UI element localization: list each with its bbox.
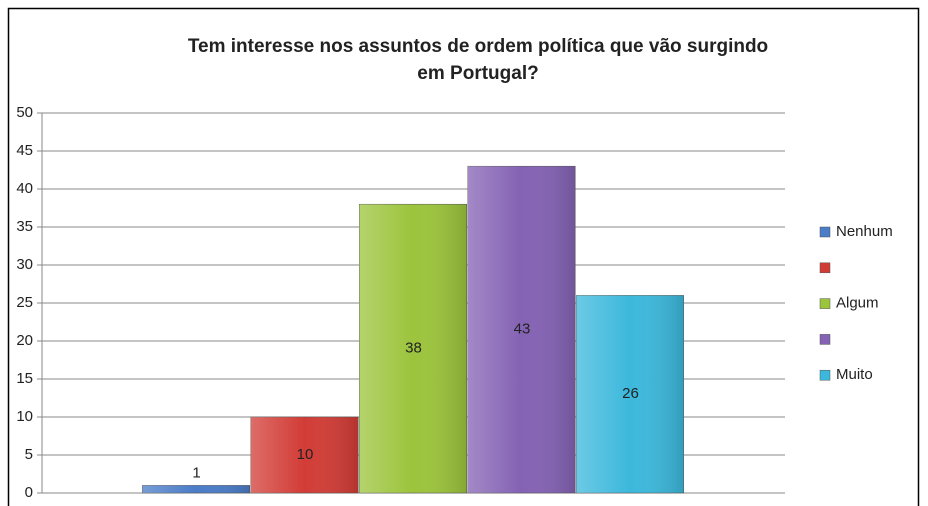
data-label: 43 xyxy=(514,321,531,338)
y-tick-label: 0 xyxy=(25,484,33,501)
legend-swatch xyxy=(819,298,831,309)
bar-shine xyxy=(467,166,576,493)
legend-swatch xyxy=(819,226,831,238)
y-tick-label: 20 xyxy=(16,332,33,349)
legend-label: Muito xyxy=(836,366,873,383)
data-label: 10 xyxy=(297,446,314,463)
data-label: 1 xyxy=(192,464,200,481)
y-tick-label: 5 xyxy=(25,446,33,463)
legend-swatch xyxy=(819,369,831,381)
data-label: 38 xyxy=(405,340,422,357)
data-label: 26 xyxy=(622,385,639,402)
y-tick-label: 15 xyxy=(16,370,33,387)
chart-title: Tem interesse nos assuntos de ordem polí… xyxy=(188,36,768,57)
legend-label: Nenhum xyxy=(836,223,893,240)
chart-title: em Portugal? xyxy=(417,63,538,84)
bar-shine xyxy=(576,295,684,493)
bar-shine xyxy=(250,417,359,493)
y-tick-label: 35 xyxy=(16,218,33,235)
y-tick-label: 50 xyxy=(16,104,33,121)
legend-label: Algum xyxy=(836,295,879,312)
y-tick-label: 30 xyxy=(16,256,33,273)
y-tick-label: 25 xyxy=(16,294,33,311)
y-tick-label: 45 xyxy=(16,142,33,159)
legend-swatch xyxy=(819,262,831,274)
legend-swatch xyxy=(819,334,831,345)
y-tick-label: 40 xyxy=(16,180,33,197)
y-tick-label: 10 xyxy=(16,408,33,425)
bar-shine xyxy=(359,204,467,493)
bar-shine xyxy=(142,485,250,493)
